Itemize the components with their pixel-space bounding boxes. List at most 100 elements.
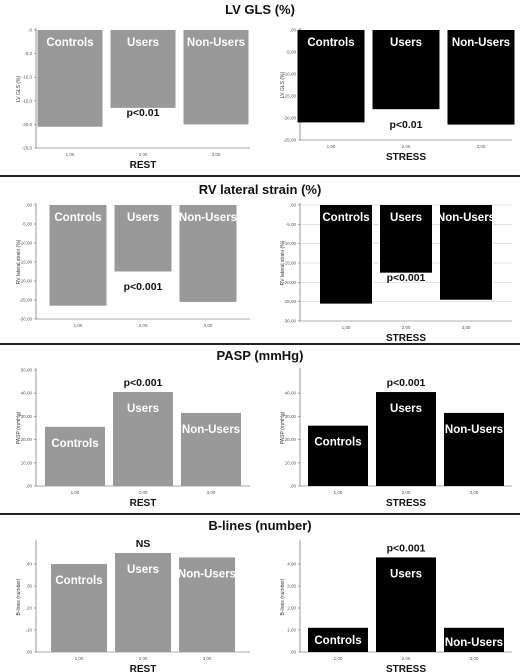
y-tick-label: -25,0	[22, 146, 33, 151]
bar-label-controls: Controls	[54, 212, 101, 224]
y-tick-label: 2,00	[287, 606, 296, 611]
y-tick-label: -15,00	[19, 260, 32, 265]
bar-label-non-users: Non-Users	[445, 637, 503, 649]
x-axis-title: REST	[130, 498, 157, 509]
x-axis-title: REST	[130, 664, 157, 672]
x-axis-title: STRESS	[386, 498, 426, 509]
y-tick-label: 20,00	[285, 437, 297, 442]
bar-controls	[297, 30, 365, 123]
bar-label-users: Users	[390, 212, 422, 224]
x-tick-label: 3,00	[207, 490, 216, 495]
y-tick-label: ,00	[290, 203, 297, 208]
x-axis-title: STRESS	[386, 664, 426, 672]
section-title-lv-gls: LV GLS (%)	[225, 2, 295, 17]
y-tick-label: 30,00	[285, 414, 297, 419]
x-tick-label: 1,00	[66, 152, 75, 157]
y-tick-label: ,40	[26, 562, 33, 567]
x-tick-label: 3,00	[470, 490, 479, 495]
y-tick-label: -30,00	[19, 317, 32, 322]
x-tick-label: 2,00	[139, 490, 148, 495]
y-tick-label: -20,0	[22, 122, 33, 127]
y-tick-label: -25,00	[19, 298, 32, 303]
bar-label-controls: Controls	[307, 37, 354, 49]
bar-label-non-users: Non-Users	[182, 424, 240, 436]
x-axis-title: REST	[130, 160, 157, 171]
x-tick-label: 3,00	[470, 656, 479, 661]
chart-b-lines-stress: ,00 1,00 2,00 3,00 4,00 B-lines (number) Contr…	[280, 540, 512, 672]
x-axis-title: STRESS	[386, 152, 426, 163]
bar-label-non-users: Non-Users	[187, 37, 245, 49]
x-tick-label: 1,00	[342, 325, 351, 330]
x-tick-label: 1,00	[327, 144, 336, 149]
y-tick-label: 10,00	[21, 460, 33, 465]
bar-label-controls: Controls	[55, 575, 102, 587]
bar-users	[376, 557, 436, 652]
y-axis-label: PASP (mmHg)	[16, 412, 22, 445]
x-tick-label: 2,00	[139, 656, 148, 661]
bar-label-controls: Controls	[51, 438, 98, 450]
y-tick-label: 20,00	[21, 437, 33, 442]
x-axis-title: STRESS	[386, 333, 426, 344]
bar-non-users	[179, 557, 235, 652]
y-tick-label: -10,0	[22, 75, 33, 80]
bar-users	[114, 205, 172, 272]
x-tick-label: 3,00	[204, 323, 213, 328]
p-value-annotation: p<0.001	[387, 272, 426, 284]
chart-pasp-stress: ,00 10,00 20,00 30,00 40,00 PASP (mmHg) Contro…	[280, 368, 512, 509]
bar-label-controls: Controls	[322, 212, 369, 224]
bar-controls	[308, 425, 368, 486]
y-tick-label: -15,0	[22, 98, 33, 103]
y-tick-label: -15,00	[283, 261, 296, 266]
chart-rv-strain-rest: ,00 -5,00 -10,00 -15,00 -20,00 -25,00 -30,00 RV…	[16, 203, 250, 328]
chart-lv-gls-rest: ,0 -5,0 -10,0 -15,0 -20,0 -25,0 LV GLS (%) Cont…	[16, 28, 250, 171]
x-tick-label: 3,00	[212, 152, 221, 157]
bar-label-non-users: Non-Users	[452, 37, 510, 49]
bar-users	[380, 205, 432, 273]
bar-label-non-users: Non-Users	[178, 568, 236, 580]
bar-label-users: Users	[127, 212, 159, 224]
x-tick-label: 2,00	[402, 490, 411, 495]
bar-label-users: Users	[127, 564, 159, 576]
y-tick-label: ,00	[290, 650, 297, 655]
section-divider	[0, 513, 520, 515]
p-value-annotation: p<0.001	[124, 377, 163, 389]
x-tick-label: 2,00	[402, 144, 411, 149]
bar-label-controls: Controls	[314, 635, 361, 647]
y-tick-label: -10,00	[283, 72, 296, 77]
y-tick-label: -5,00	[22, 222, 33, 227]
bar-label-non-users: Non-Users	[445, 424, 503, 436]
chart-pasp-rest: ,00 10,00 20,00 30,00 40,00 50,00 PASP (mmHg) C…	[16, 368, 250, 509]
y-tick-label: ,20	[26, 606, 33, 611]
y-tick-label: ,00	[290, 28, 297, 33]
bar-label-controls: Controls	[314, 437, 361, 449]
x-tick-label: 2,00	[139, 152, 148, 157]
y-tick-label: -30,00	[283, 319, 296, 324]
bar-controls	[49, 205, 107, 306]
bar-non-users	[181, 412, 241, 486]
bar-users	[113, 392, 173, 486]
x-tick-label: 1,00	[334, 656, 343, 661]
bar-non-users	[179, 205, 237, 302]
bar-label-non-users: Non-Users	[437, 212, 495, 224]
y-tick-label: 3,00	[287, 584, 296, 589]
p-value-annotation: p<0.001	[387, 377, 426, 389]
p-value-annotation: NS	[136, 538, 151, 550]
y-tick-label: ,00	[26, 650, 33, 655]
x-tick-label: 2,00	[139, 323, 148, 328]
y-tick-label: -10,00	[19, 241, 32, 246]
bar-users	[115, 553, 171, 652]
p-value-annotation: p<0.001	[387, 542, 426, 554]
p-value-annotation: p<0.001	[124, 281, 163, 293]
y-tick-label: ,00	[26, 203, 33, 208]
y-axis-label: RV lateral strain (%)	[16, 239, 22, 284]
y-tick-label: -5,00	[286, 222, 297, 227]
chart-rv-strain-stress: ,00 -5,00 -10,00 -15,00 -20,00 -25,00 -30,00 RV…	[280, 203, 512, 344]
bar-controls	[37, 30, 103, 127]
bar-label-users: Users	[390, 568, 422, 580]
bar-users	[110, 30, 176, 108]
y-tick-label: 50,00	[21, 368, 33, 373]
bar-users	[372, 30, 440, 110]
y-axis-label: LV GLS (%)	[16, 76, 22, 103]
section-title-pasp: PASP (mmHg)	[216, 348, 304, 363]
y-tick-label: -10,00	[283, 241, 296, 246]
